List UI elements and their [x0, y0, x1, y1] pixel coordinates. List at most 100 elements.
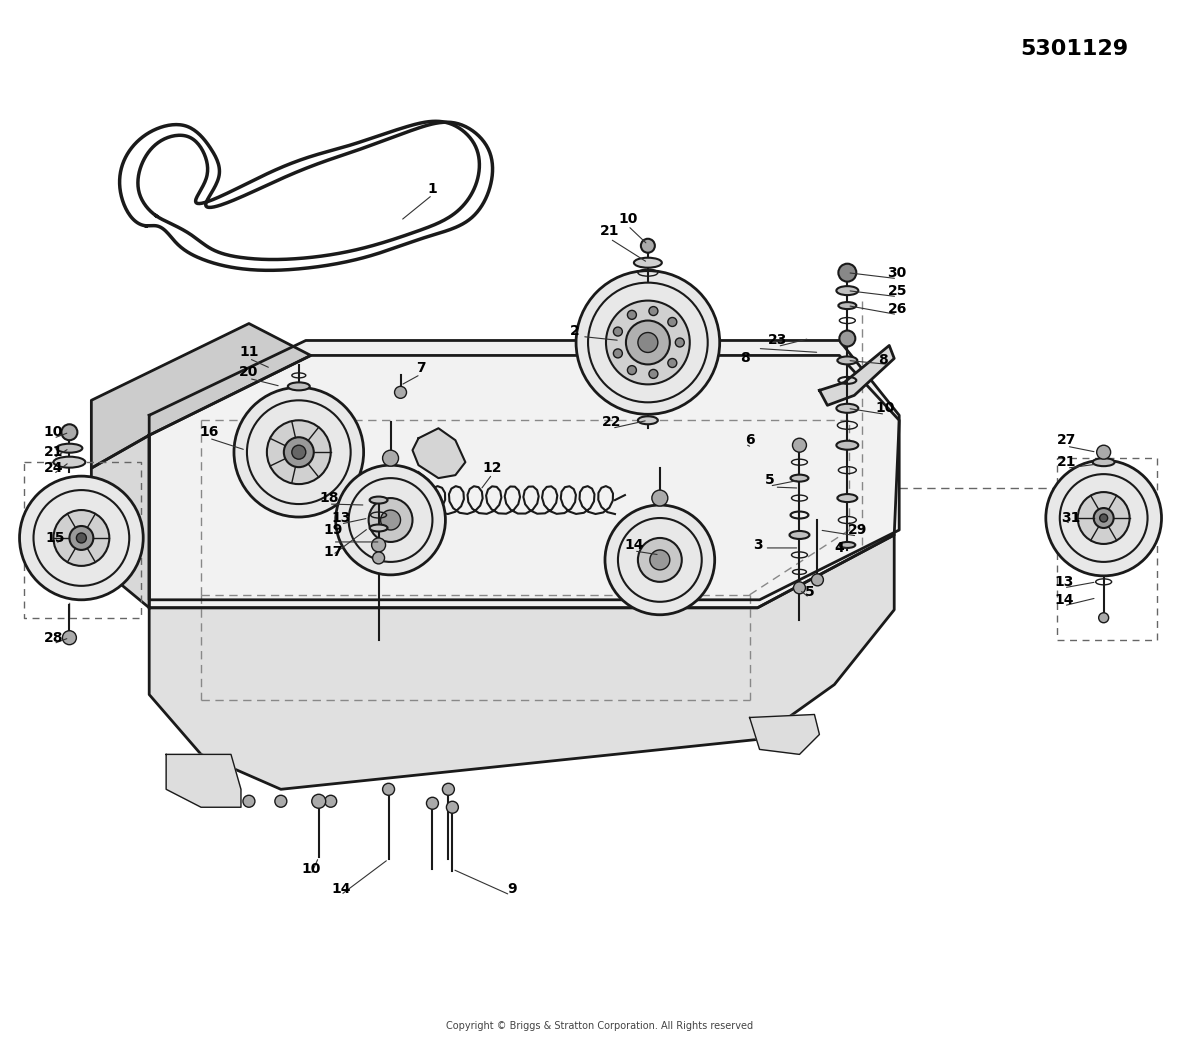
Text: 5: 5	[764, 473, 774, 487]
Text: 10: 10	[301, 863, 320, 876]
Text: 18: 18	[319, 492, 338, 505]
Circle shape	[312, 794, 325, 808]
Circle shape	[613, 349, 623, 357]
Ellipse shape	[836, 286, 858, 296]
Circle shape	[668, 358, 677, 368]
Text: 10: 10	[876, 401, 895, 415]
Text: 21: 21	[43, 445, 64, 459]
Ellipse shape	[56, 443, 83, 453]
Circle shape	[62, 631, 77, 645]
Circle shape	[605, 505, 715, 615]
Circle shape	[1078, 493, 1129, 544]
Circle shape	[19, 476, 143, 599]
Circle shape	[641, 239, 655, 253]
Ellipse shape	[370, 524, 388, 531]
Text: 4: 4	[834, 541, 845, 555]
Circle shape	[395, 387, 407, 398]
Circle shape	[792, 438, 806, 452]
Polygon shape	[820, 346, 894, 406]
Circle shape	[54, 510, 109, 566]
Circle shape	[638, 332, 658, 352]
Text: 30: 30	[888, 265, 907, 280]
Text: 8: 8	[878, 353, 888, 368]
Text: 17: 17	[323, 545, 342, 559]
Circle shape	[242, 795, 254, 807]
Ellipse shape	[839, 542, 856, 548]
Circle shape	[650, 550, 670, 570]
Text: 28: 28	[43, 631, 64, 645]
Circle shape	[266, 420, 331, 484]
Text: 23: 23	[768, 333, 787, 348]
Circle shape	[61, 424, 77, 440]
Text: BRIGGS & STRATTON: BRIGGS & STRATTON	[306, 496, 894, 544]
Text: 14: 14	[624, 538, 643, 552]
Circle shape	[839, 264, 857, 282]
Text: 21: 21	[600, 224, 619, 238]
Polygon shape	[149, 341, 899, 599]
Text: 13: 13	[1054, 575, 1074, 589]
Circle shape	[368, 498, 413, 542]
Text: Copyright © Briggs & Stratton Corporation. All Rights reserved: Copyright © Briggs & Stratton Corporatio…	[446, 1021, 754, 1030]
Circle shape	[1099, 514, 1108, 522]
Circle shape	[234, 388, 364, 517]
Circle shape	[1046, 460, 1162, 575]
Text: 31: 31	[1061, 511, 1080, 525]
Ellipse shape	[790, 531, 810, 539]
Circle shape	[793, 582, 805, 594]
Circle shape	[606, 301, 690, 385]
Ellipse shape	[836, 403, 858, 413]
Ellipse shape	[638, 416, 658, 424]
Polygon shape	[138, 122, 479, 260]
Circle shape	[372, 538, 385, 552]
Text: 16: 16	[199, 425, 218, 439]
Circle shape	[626, 321, 670, 365]
Ellipse shape	[370, 497, 388, 503]
Circle shape	[649, 307, 658, 315]
Circle shape	[613, 327, 623, 336]
Circle shape	[668, 318, 677, 327]
Circle shape	[336, 465, 445, 575]
Text: 22: 22	[602, 415, 622, 430]
Circle shape	[638, 538, 682, 582]
Circle shape	[426, 798, 438, 809]
Polygon shape	[149, 355, 899, 608]
Ellipse shape	[1093, 458, 1115, 466]
Circle shape	[380, 510, 401, 530]
Text: 14: 14	[331, 882, 350, 896]
Circle shape	[275, 795, 287, 807]
Text: 6: 6	[745, 433, 755, 447]
Text: 13: 13	[331, 511, 350, 525]
Ellipse shape	[839, 302, 857, 309]
Text: 24: 24	[43, 461, 64, 475]
Text: 10: 10	[618, 212, 637, 225]
Circle shape	[325, 795, 337, 807]
Circle shape	[649, 370, 658, 378]
Text: 10: 10	[43, 425, 64, 439]
Circle shape	[576, 270, 720, 414]
Text: 9: 9	[508, 882, 517, 896]
Polygon shape	[750, 715, 820, 755]
Text: 15: 15	[46, 531, 65, 545]
Text: 1: 1	[427, 182, 437, 196]
Circle shape	[628, 310, 636, 320]
Circle shape	[676, 339, 684, 347]
Text: 25: 25	[888, 284, 907, 298]
Text: 20: 20	[239, 366, 259, 379]
Circle shape	[628, 366, 636, 374]
Circle shape	[839, 330, 856, 347]
Circle shape	[1097, 445, 1111, 459]
Polygon shape	[149, 534, 894, 789]
Text: 5301129: 5301129	[1020, 39, 1128, 60]
Text: 29: 29	[847, 523, 868, 537]
Text: 27: 27	[1057, 433, 1076, 447]
Ellipse shape	[634, 258, 662, 267]
Text: 11: 11	[239, 346, 259, 359]
Text: 21: 21	[1057, 455, 1076, 470]
Ellipse shape	[791, 475, 809, 482]
Text: 12: 12	[482, 461, 502, 475]
Ellipse shape	[288, 383, 310, 390]
Circle shape	[443, 783, 455, 795]
Circle shape	[77, 533, 86, 543]
Text: 2: 2	[570, 324, 580, 337]
Ellipse shape	[838, 356, 857, 365]
